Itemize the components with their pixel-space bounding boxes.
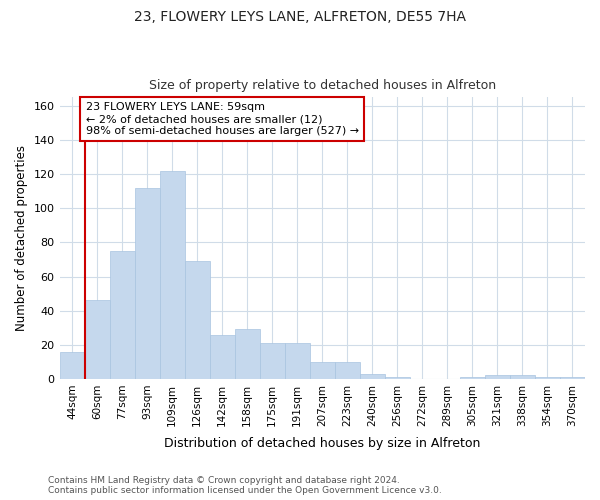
Bar — [209, 334, 235, 379]
Bar — [185, 261, 209, 379]
Text: 23, FLOWERY LEYS LANE, ALFRETON, DE55 7HA: 23, FLOWERY LEYS LANE, ALFRETON, DE55 7H… — [134, 10, 466, 24]
Bar — [110, 251, 134, 379]
Bar — [160, 170, 185, 379]
Bar — [285, 343, 310, 379]
Text: 23 FLOWERY LEYS LANE: 59sqm
← 2% of detached houses are smaller (12)
98% of semi: 23 FLOWERY LEYS LANE: 59sqm ← 2% of deta… — [86, 102, 359, 136]
Bar — [260, 343, 285, 379]
Bar — [59, 352, 85, 379]
Bar — [360, 374, 385, 379]
Y-axis label: Number of detached properties: Number of detached properties — [15, 145, 28, 331]
Title: Size of property relative to detached houses in Alfreton: Size of property relative to detached ho… — [149, 79, 496, 92]
X-axis label: Distribution of detached houses by size in Alfreton: Distribution of detached houses by size … — [164, 437, 481, 450]
Bar — [510, 376, 535, 379]
Bar — [85, 300, 110, 379]
Bar — [385, 377, 410, 379]
Bar — [485, 376, 510, 379]
Bar — [310, 362, 335, 379]
Text: Contains HM Land Registry data © Crown copyright and database right 2024.
Contai: Contains HM Land Registry data © Crown c… — [48, 476, 442, 495]
Bar — [535, 377, 560, 379]
Bar — [560, 377, 585, 379]
Bar — [134, 188, 160, 379]
Bar — [460, 377, 485, 379]
Bar — [235, 330, 260, 379]
Bar — [335, 362, 360, 379]
